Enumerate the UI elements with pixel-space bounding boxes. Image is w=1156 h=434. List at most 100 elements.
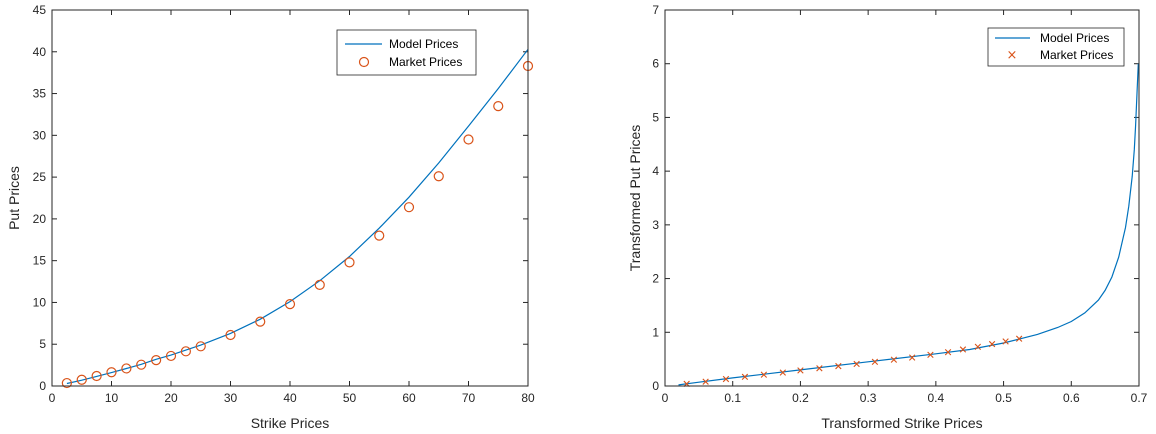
chart-transformed-put-prices: 0 0.1 0.2 0.3 0.4 0.5 0.6 0.7 0 1 2 3 4 5 6 7 Transfor…	[627, 3, 1148, 431]
y-tick-label: 45	[33, 3, 47, 17]
data-point-market-price	[433, 171, 444, 182]
y-tick-label: 25	[33, 170, 47, 184]
data-point-market-price	[106, 367, 117, 378]
x-tick-label: 30	[224, 391, 238, 405]
data-point-market-price	[760, 371, 768, 378]
axes-box	[664, 9, 1140, 387]
y-axis-label: Put Prices	[6, 166, 22, 230]
x-tick-label: 20	[164, 391, 178, 405]
x-tick-label: 0	[662, 391, 669, 405]
axes-box	[51, 9, 529, 387]
data-point-market-price	[61, 377, 72, 389]
x-axis-label: Strike Prices	[251, 415, 330, 431]
data-point-market-price	[180, 346, 191, 357]
data-point-market-price	[702, 378, 709, 385]
y-tick-label: 15	[33, 254, 47, 268]
data-point-market-price	[890, 356, 898, 363]
x-tick-label: 0.5	[995, 391, 1012, 405]
data-point-market-price	[284, 299, 296, 310]
data-point-market-price	[76, 374, 87, 385]
legend-label-model: Model Prices	[389, 37, 458, 51]
y-tick-label: 20	[33, 212, 47, 226]
data-point-market-price	[797, 367, 804, 374]
x-tick-label: 50	[343, 391, 357, 405]
y-tick-label: 0	[652, 379, 659, 393]
legend-box	[336, 29, 477, 76]
legend-label-market: Market Prices	[389, 55, 462, 69]
x-axis-label: Transformed Strike Prices	[821, 415, 982, 431]
y-axis-ticks: 0 1 2 3 4 5 6 7	[652, 3, 1139, 393]
x-tick-label: 10	[105, 391, 119, 405]
y-axis-label: Transformed Put Prices	[627, 125, 643, 272]
data-point-market-price	[722, 375, 730, 383]
y-tick-label: 5	[39, 337, 46, 351]
data-point-market-price	[255, 316, 266, 327]
x-tick-label: 70	[462, 391, 476, 405]
data-point-market-price	[816, 365, 823, 372]
data-point-market-price	[927, 351, 934, 359]
data-point-market-price	[741, 373, 749, 381]
plot-area	[665, 10, 1139, 386]
series-line-model-prices	[678, 63, 1139, 386]
x-tick-label: 0.3	[860, 391, 877, 405]
x-tick-label: 40	[283, 391, 297, 405]
data-point-market-price	[403, 202, 415, 213]
x-axis-ticks: 0 0.1 0.2 0.3 0.4 0.5 0.6 0.7	[662, 10, 1148, 405]
y-tick-label: 1	[652, 325, 659, 339]
legend-label-model: Model Prices	[1040, 31, 1109, 45]
data-point-market-price	[853, 360, 860, 368]
data-point-market-price	[944, 348, 952, 356]
data-point-market-price	[1002, 338, 1009, 345]
x-tick-label: 0.7	[1131, 391, 1148, 405]
data-point-market-price	[988, 340, 996, 348]
legend-box	[987, 27, 1125, 67]
data-marks	[61, 48, 534, 389]
data-point-market-price	[344, 257, 355, 268]
y-tick-label: 10	[33, 295, 47, 309]
y-axis-ticks: 0 5 10 15 20 25 30 35 40 45	[33, 3, 528, 393]
y-tick-label: 6	[652, 57, 659, 71]
x-tick-label: 0.6	[1063, 391, 1080, 405]
legend: Model Prices Market Prices	[336, 29, 477, 76]
data-point-market-price	[314, 279, 325, 290]
data-point-market-price	[959, 346, 967, 353]
y-tick-label: 30	[33, 128, 47, 142]
y-tick-label: 35	[33, 87, 47, 101]
data-point-market-price	[136, 359, 147, 370]
data-marks	[678, 63, 1139, 388]
x-tick-label: 80	[521, 391, 535, 405]
x-axis-ticks: 0 10 20 30 40 50 60 70 80	[49, 10, 535, 405]
data-point-market-price	[463, 134, 474, 145]
legend: × Model Prices Market Prices	[987, 27, 1125, 67]
data-point-market-price	[121, 363, 132, 374]
data-point-market-price	[493, 100, 504, 112]
data-point-market-price	[91, 370, 102, 382]
legend-label-market: Market Prices	[1040, 48, 1113, 62]
x-tick-label: 0.4	[928, 391, 945, 405]
data-point-market-price	[974, 343, 982, 350]
legend-swatch-market-x: ×	[1007, 48, 1018, 63]
data-point-market-price	[908, 354, 916, 361]
data-point-market-price	[165, 350, 177, 362]
data-point-market-price	[225, 329, 236, 341]
data-point-market-price	[779, 369, 787, 376]
y-tick-label: 3	[652, 218, 659, 232]
data-point-market-price	[1015, 335, 1023, 342]
y-tick-label: 7	[652, 3, 659, 17]
data-point-market-price	[871, 358, 879, 366]
data-point-market-price	[151, 354, 162, 366]
y-tick-label: 40	[33, 45, 47, 59]
x-tick-label: 60	[402, 391, 416, 405]
data-point-market-price	[835, 362, 842, 370]
x-tick-label: 0	[49, 391, 56, 405]
y-tick-label: 0	[39, 379, 46, 393]
chart-put-prices: 0 10 20 30 40 50 60 70 80 0 5 10 15 20 25 30 35 40 45 Str…	[6, 3, 535, 431]
data-point-market-price	[195, 341, 206, 352]
y-tick-label: 4	[652, 164, 659, 178]
x-tick-label: 0.1	[724, 391, 741, 405]
x-tick-label: 0.2	[792, 391, 809, 405]
data-point-market-price	[374, 230, 385, 241]
y-tick-label: 5	[652, 110, 659, 124]
legend-swatch-market-circle	[358, 56, 370, 68]
